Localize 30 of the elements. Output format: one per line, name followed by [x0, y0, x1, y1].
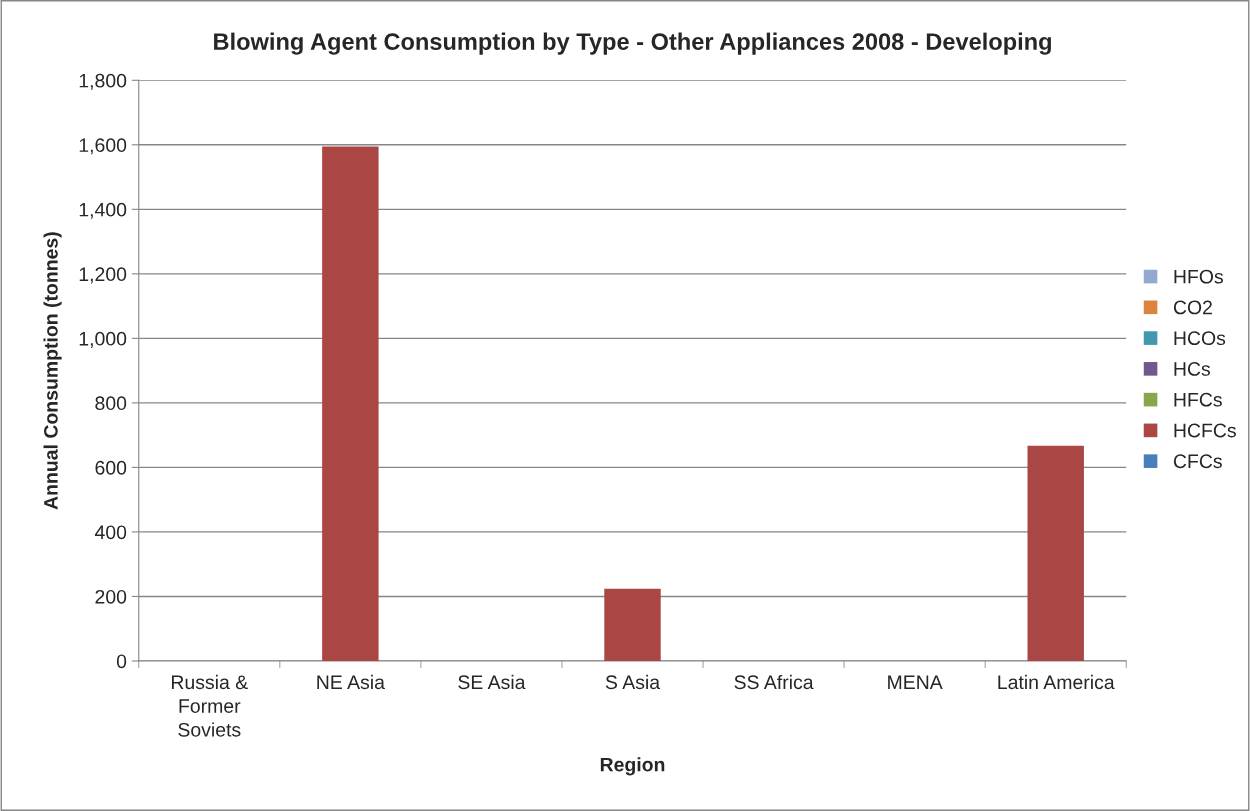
legend-label: HFCs — [1174, 392, 1222, 407]
y-tick-label: 400 — [94, 525, 127, 540]
legend-label: HFOs — [1174, 269, 1223, 284]
y-tick-label: 200 — [95, 589, 127, 604]
legend-label: CO2 — [1173, 300, 1212, 315]
bar — [604, 588, 661, 661]
y-tick-label: 1,200 — [79, 267, 127, 284]
y-tick-label: 0 — [116, 654, 127, 669]
y-tick-label: 1,800 — [79, 73, 127, 90]
y-tick-label: 800 — [95, 396, 127, 411]
y-tick-label: 1,000 — [79, 331, 127, 348]
x-tick-label: SS Africa — [734, 674, 814, 690]
chart-title: Blowing Agent Consumption by Type - Other Appliances 2008 - Developing — [214, 32, 1051, 55]
x-tick-label: NE Asia — [317, 674, 385, 690]
x-tick-label: S Asia — [605, 674, 661, 690]
x-tick-label: MENA — [888, 675, 943, 689]
y-tick-label: 600 — [95, 460, 127, 475]
bar — [322, 146, 379, 661]
x-tick-label: SE Asia — [458, 674, 526, 690]
x-tick-label: Russia & Former Soviets — [171, 674, 248, 737]
x-axis-title: Region — [600, 757, 665, 776]
y-tick-label: 1,600 — [79, 138, 127, 155]
x-tick-label: Latin America — [998, 674, 1115, 690]
bar — [1027, 445, 1084, 661]
legend-label: HCFCs — [1174, 423, 1236, 438]
legend-label: HCs — [1174, 362, 1211, 376]
legend-label: HCOs — [1174, 331, 1226, 346]
y-axis-title: Annual Consumption (tonnes) — [43, 232, 62, 510]
y-tick-label: 1,400 — [79, 202, 127, 219]
legend-label: CFCs — [1173, 454, 1222, 469]
